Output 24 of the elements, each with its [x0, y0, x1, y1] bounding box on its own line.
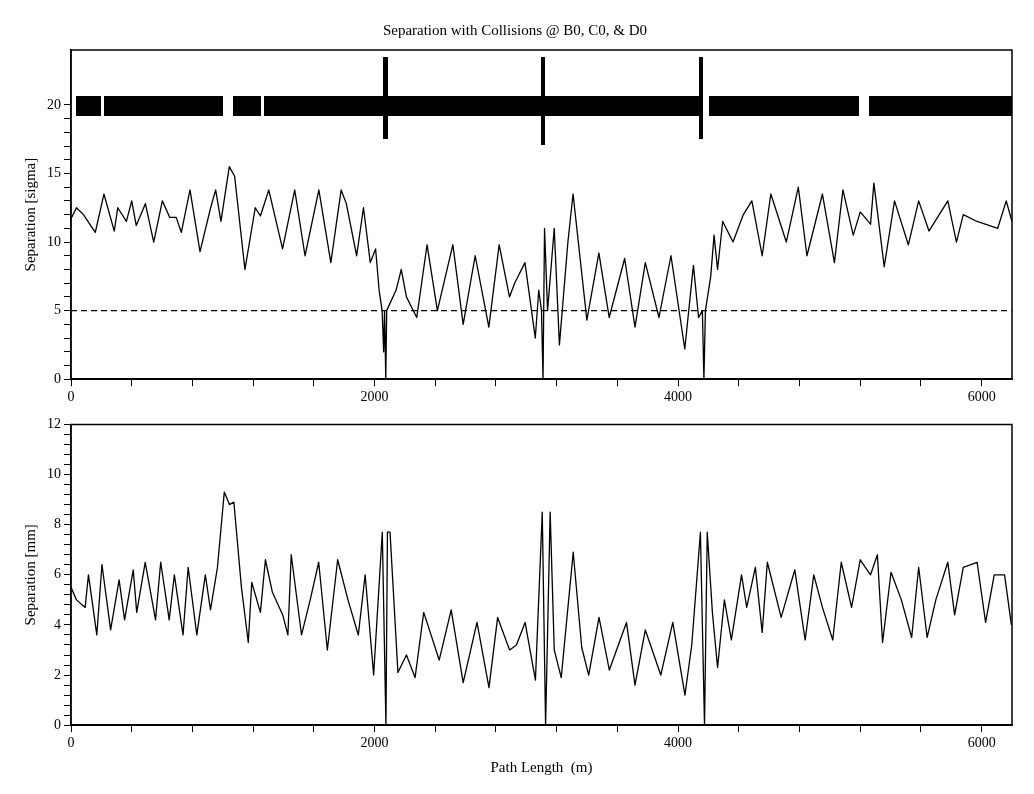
x-tick-label: 2000 [360, 735, 389, 751]
y-tick-label: 8 [54, 516, 61, 532]
x-tick-label: 2000 [360, 389, 389, 405]
x-tick-label: 6000 [967, 389, 996, 405]
y-tick-label: 6 [54, 566, 61, 582]
y-tick-label: 2 [54, 666, 61, 682]
x-tick-label: 6000 [967, 735, 996, 751]
y-tick-label: 15 [47, 165, 61, 181]
y-axis-title: Separation [sigma] [21, 157, 38, 272]
y-tick-label: 10 [47, 233, 61, 249]
y-axis-title: Separation [mm] [21, 524, 38, 626]
y-tick-label: 20 [47, 96, 61, 112]
x-axis-title: Path Length (m) [490, 758, 593, 776]
y-tick-label: 12 [47, 416, 61, 432]
y-tick-label: 10 [47, 466, 61, 482]
y-tick-label: 0 [54, 370, 61, 386]
x-tick-label: 0 [67, 735, 75, 751]
chart-title: Separation with Collisions @ B0, C0, & D0 [382, 21, 648, 38]
x-tick-label: 4000 [664, 389, 693, 405]
y-tick-label: 4 [54, 616, 61, 632]
y-tick-label: 5 [54, 302, 61, 318]
x-tick-label: 0 [67, 389, 75, 405]
y-tick-label: 0 [54, 716, 61, 732]
x-tick-label: 4000 [664, 735, 693, 751]
